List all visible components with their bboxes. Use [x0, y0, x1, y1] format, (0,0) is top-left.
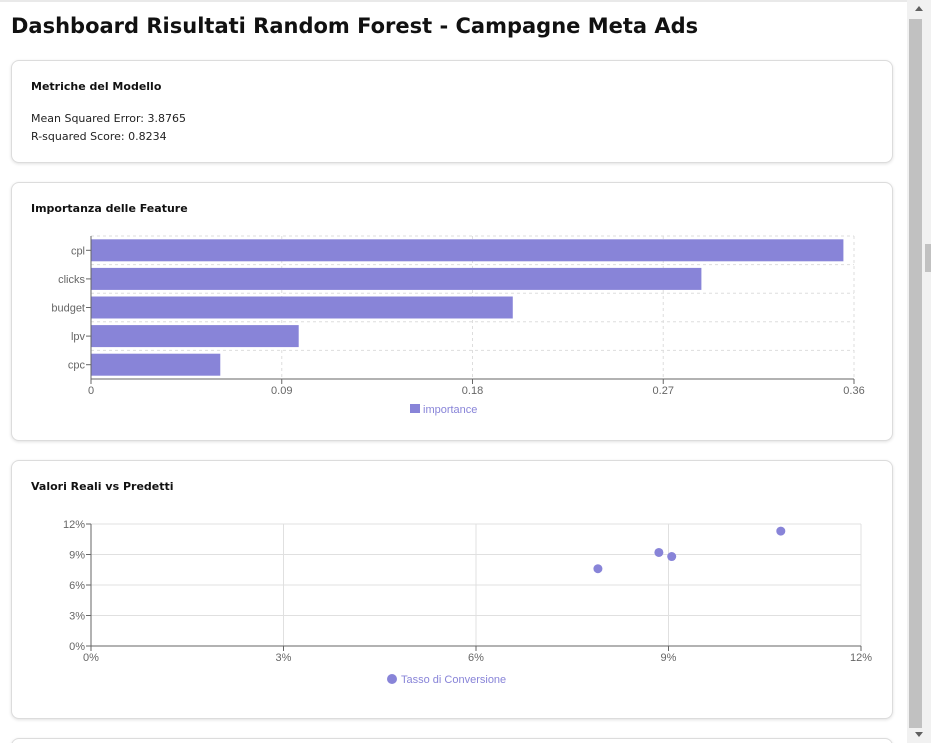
page-title: Dashboard Risultati Random Forest - Camp… [11, 14, 699, 38]
y-tick-label: 12% [63, 519, 85, 531]
r2-value: R-squared Score: 0.8234 [31, 130, 167, 143]
scatter-point [593, 564, 603, 574]
y-tick-label-cpc: cpc [68, 360, 86, 372]
feature-importance-title: Importanza delle Feature [31, 202, 188, 215]
legend-label: importance [423, 404, 477, 416]
scroll-down-icon[interactable] [907, 726, 931, 743]
metrics-title: Metriche del Modello [31, 80, 162, 93]
x-tick-label: 0.27 [653, 385, 674, 397]
feature-importance-card: Importanza delle Feature cpl clicks budget… [11, 182, 893, 441]
actual-vs-predicted-chart: 0% 3% 6% 9% 12% 0% 3% 6% 9% 12% Tasso di Conversio… [63, 519, 872, 686]
x-tick-label: 9% [661, 652, 677, 664]
scatter-point [776, 526, 786, 536]
bar-budget [91, 296, 513, 319]
bar-lpv [91, 325, 299, 348]
y-tick-label: 0% [69, 641, 85, 653]
scatter-card: Valori Reali vs Predetti 0% 3% 6% 9% 12% 0% 3%… [11, 460, 893, 719]
y-tick-label: 6% [69, 580, 85, 592]
scatter-title: Valori Reali vs Predetti [31, 480, 174, 493]
x-tick-label: 0.18 [462, 385, 483, 397]
legend-marker [387, 674, 397, 684]
x-tick-label: 6% [468, 652, 484, 664]
scatter-point [667, 552, 677, 562]
bar-cpc [91, 353, 221, 376]
bar-cpl [91, 239, 844, 262]
x-tick-label: 0.09 [271, 385, 292, 397]
scroll-marker [925, 244, 931, 272]
y-tick-label-clicks: clicks [58, 274, 85, 286]
x-tick-label: 3% [276, 652, 292, 664]
y-tick-label-lpv: lpv [71, 331, 86, 343]
y-tick-label-budget: budget [51, 303, 85, 315]
x-tick-label: 12% [850, 652, 872, 664]
feature-importance-chart: cpl clicks budget lpv cpc 0 0.09 0.18 0.27 0.36 im… [51, 235, 865, 416]
legend-swatch [410, 404, 420, 413]
scroll-up-icon[interactable] [907, 0, 931, 17]
mse-value: Mean Squared Error: 3.8765 [31, 112, 186, 125]
y-tick-label: 3% [69, 611, 85, 623]
x-tick-label: 0 [88, 385, 94, 397]
page: Dashboard Risultati Random Forest - Camp… [0, 0, 907, 743]
legend-label: Tasso di Conversione [401, 674, 506, 686]
y-tick-label-cpl: cpl [71, 245, 85, 257]
next-card [11, 738, 893, 743]
top-border [0, 0, 907, 2]
x-tick-label: 0% [83, 652, 99, 664]
scatter-point [654, 547, 664, 557]
bar-clicks [91, 267, 702, 290]
y-tick-label: 9% [69, 550, 85, 562]
metrics-card: Metriche del Modello Mean Squared Error:… [11, 60, 893, 163]
scrollbar-thumb[interactable] [909, 19, 922, 728]
x-tick-label: 0.36 [843, 385, 864, 397]
vertical-scrollbar[interactable] [907, 0, 931, 743]
